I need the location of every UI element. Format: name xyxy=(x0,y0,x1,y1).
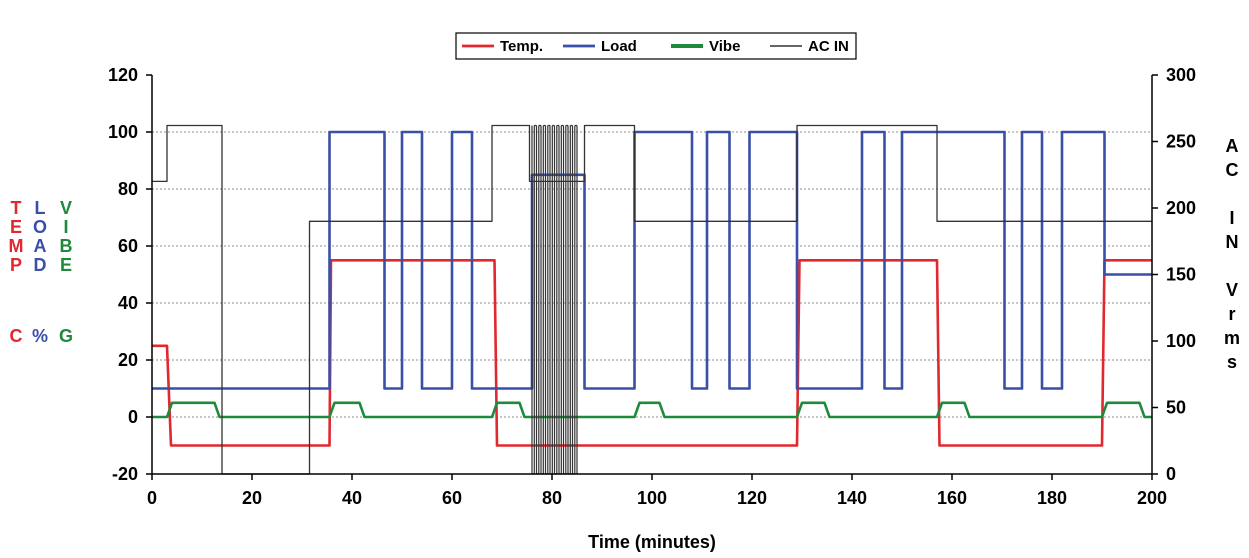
y-left-tick-label: 40 xyxy=(118,293,138,313)
left-axis-label-letter: B xyxy=(60,236,73,256)
right-axis-label-letter: m xyxy=(1224,328,1240,348)
legend-label: Temp. xyxy=(500,38,543,55)
series-temp-line xyxy=(152,258,1152,447)
axes: -20 0 20 40 60 80 100 120 0 50 100 150 200 250 300 0 20 4… xyxy=(108,65,1196,508)
left-axis-label-letter: P xyxy=(10,255,22,275)
y-left-tick-label: 80 xyxy=(118,179,138,199)
y-right-tick-label: 250 xyxy=(1166,132,1196,152)
left-axis-label-letter: L xyxy=(35,198,46,218)
y-right-tick-label: 0 xyxy=(1166,464,1176,484)
right-axis-label-letter: r xyxy=(1228,304,1235,324)
legend: Temp. Load Vibe AC IN xyxy=(455,32,857,60)
right-axis-label-letter: C xyxy=(1226,160,1239,180)
x-tick-label: 40 xyxy=(342,488,362,508)
x-tick-label: 0 xyxy=(147,488,157,508)
legend-label: AC IN xyxy=(808,38,849,55)
y-left-tick-label: 60 xyxy=(118,236,138,256)
legend-label: Load xyxy=(601,38,637,55)
ac-in-fast-switching xyxy=(531,124,578,475)
left-axis-label-letter: M xyxy=(9,236,24,256)
x-tick-label: 20 xyxy=(242,488,262,508)
left-axis-label-letter: T xyxy=(11,198,22,218)
right-axis-label-letter: N xyxy=(1226,232,1239,252)
right-axis-label-letter: V xyxy=(1226,280,1238,300)
x-tick-label: 60 xyxy=(442,488,462,508)
left-axis-label-letter: E xyxy=(10,217,22,237)
right-axis-label-letter: A xyxy=(1226,136,1239,156)
series-vibe-line xyxy=(152,401,1152,419)
left-axis-label-letter: O xyxy=(33,217,47,237)
y-right-tick-label: 150 xyxy=(1166,265,1196,285)
y-left-tick-label: 20 xyxy=(118,350,138,370)
left-axis-label-letter: D xyxy=(34,255,47,275)
legend-label: Vibe xyxy=(709,38,740,55)
series-ac-in-line xyxy=(152,124,1152,475)
right-axis-label-letter: I xyxy=(1229,208,1234,228)
x-tick-label: 120 xyxy=(737,488,767,508)
left-axis-label-letter: I xyxy=(63,217,68,237)
x-axis-title: Time (minutes) xyxy=(588,532,716,552)
right-axis-label-letter: s xyxy=(1227,352,1237,372)
left-axis-label-letter: E xyxy=(60,255,72,275)
x-tick-label: 200 xyxy=(1137,488,1167,508)
x-tick-label: 100 xyxy=(637,488,667,508)
y-right-tick-label: 300 xyxy=(1166,65,1196,85)
left-axis-label-unit: G xyxy=(59,326,73,346)
y-right-tick-label: 100 xyxy=(1166,331,1196,351)
left-axis-label-letter: V xyxy=(60,198,72,218)
y-left-tick-label: -20 xyxy=(112,464,138,484)
y-left-tick-label: 0 xyxy=(128,407,138,427)
y-left-tick-label: 100 xyxy=(108,122,138,142)
x-tick-label: 160 xyxy=(937,488,967,508)
series-load-line xyxy=(152,130,1152,390)
series-lines xyxy=(152,124,1152,475)
y-right-tick-label: 50 xyxy=(1166,398,1186,418)
left-axis-label-letter: A xyxy=(34,236,47,256)
left-axis-label-unit: % xyxy=(32,326,48,346)
y-right-tick-label: 200 xyxy=(1166,198,1196,218)
x-tick-label: 140 xyxy=(837,488,867,508)
left-axis-label-unit: C xyxy=(10,326,23,346)
x-tick-label: 80 xyxy=(542,488,562,508)
y-left-tick-label: 120 xyxy=(108,65,138,85)
x-tick-label: 180 xyxy=(1037,488,1067,508)
